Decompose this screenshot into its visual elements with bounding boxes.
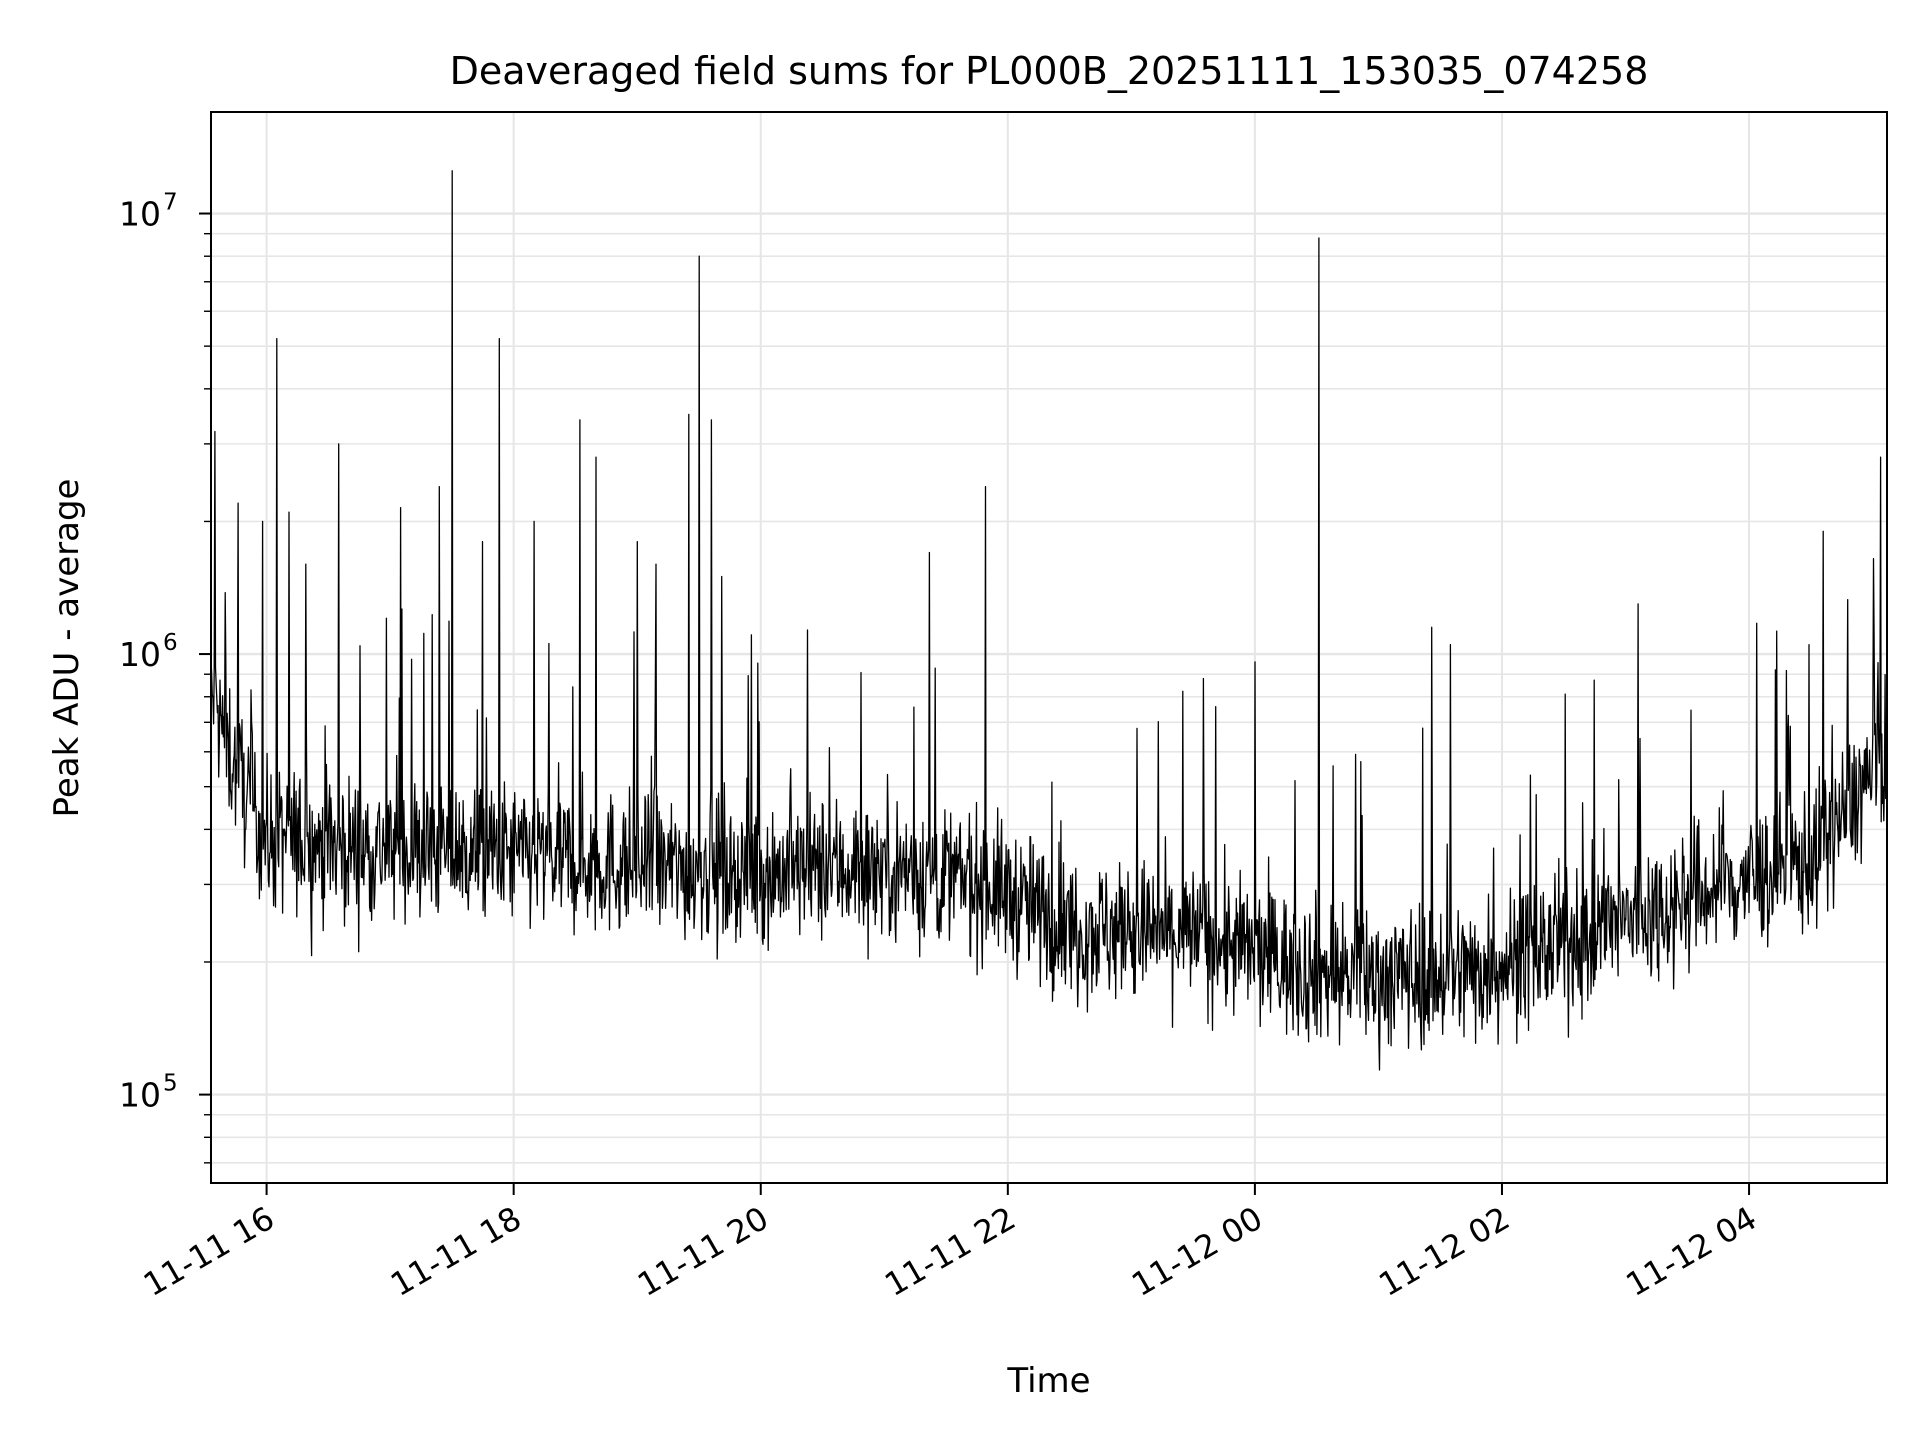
y-tick-label-base: 10 [119, 1076, 161, 1115]
y-tick-label-base: 10 [119, 195, 161, 234]
grid [211, 112, 1887, 1183]
y-tick-label-exponent: 6 [163, 630, 178, 656]
y-tick-label-exponent: 7 [163, 190, 178, 216]
chart-title: Deaveraged field sums for PL000B_2025111… [450, 49, 1649, 93]
series-line [210, 170, 1888, 1071]
x-axis-label: Time [1006, 1361, 1090, 1401]
y-tick-label-base: 10 [119, 635, 161, 674]
y-axis-label: Peak ADU - average [47, 479, 87, 818]
y-tick-label-exponent: 5 [163, 1071, 178, 1097]
plot-frame [210, 111, 1888, 1184]
series-path [210, 170, 1888, 1071]
